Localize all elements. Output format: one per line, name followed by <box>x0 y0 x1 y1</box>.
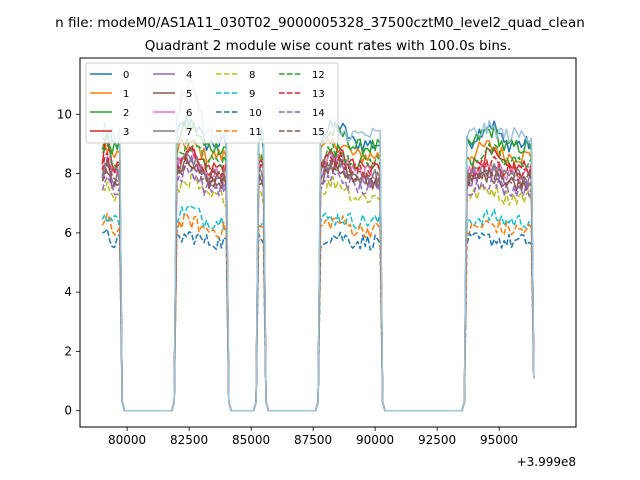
y-tick-label: 8 <box>64 167 72 181</box>
x-tick-label: 95000 <box>480 433 518 447</box>
figure-suptitle: n file: modeM0/AS1A11_030T02_9000005328_… <box>55 15 585 31</box>
x-tick-label: 90000 <box>356 433 394 447</box>
y-tick-label: 4 <box>64 285 72 299</box>
x-tick-label: 85000 <box>232 433 270 447</box>
legend-label-15: 15 <box>312 127 325 138</box>
series-line-9 <box>101 204 535 412</box>
chart-title: Quadrant 2 module wise count rates with … <box>145 38 511 54</box>
y-axis: 0 2 4 6 8 10 <box>57 107 80 418</box>
legend-label-8: 8 <box>249 70 255 81</box>
legend-label-1: 1 <box>123 89 129 100</box>
axes-frame <box>79 57 577 428</box>
y-tick-label: 6 <box>64 226 72 240</box>
series-line-15 <box>101 158 535 412</box>
legend-label-13: 13 <box>312 89 325 100</box>
legend-label-7: 7 <box>186 127 192 138</box>
x-tick-label: 82500 <box>170 433 208 447</box>
legend-label-4: 4 <box>186 70 192 81</box>
series-line-12 <box>101 136 535 412</box>
legend-label-5: 5 <box>186 89 192 100</box>
legend-label-9: 9 <box>249 89 255 100</box>
legend-label-3: 3 <box>123 127 129 138</box>
legend-label-2: 2 <box>123 108 129 119</box>
series-line-8 <box>101 171 535 412</box>
x-axis: 80000 82500 85000 87500 90000 92500 95000 <box>108 427 518 447</box>
x-tick-label: 87500 <box>294 433 332 447</box>
y-tick-label: 0 <box>64 404 72 418</box>
x-tick-label: 80000 <box>108 433 146 447</box>
y-tick-label: 10 <box>57 107 72 121</box>
series-line-13 <box>101 145 535 412</box>
y-tick-label: 2 <box>64 344 72 358</box>
legend-label-14: 14 <box>312 108 325 119</box>
legend-label-6: 6 <box>186 108 192 119</box>
series-line-11 <box>101 212 535 412</box>
legend-label-0: 0 <box>123 70 129 81</box>
x-tick-label: 92500 <box>418 433 456 447</box>
legend-label-11: 11 <box>249 127 262 138</box>
legend-label-10: 10 <box>249 108 262 119</box>
legend-label-12: 12 <box>312 70 325 81</box>
series-line-10 <box>102 228 535 412</box>
series-line-14 <box>101 165 535 412</box>
x-offset-label: +3.999e8 <box>517 455 576 469</box>
legend-box <box>85 62 339 144</box>
series-line-5 <box>101 156 535 412</box>
